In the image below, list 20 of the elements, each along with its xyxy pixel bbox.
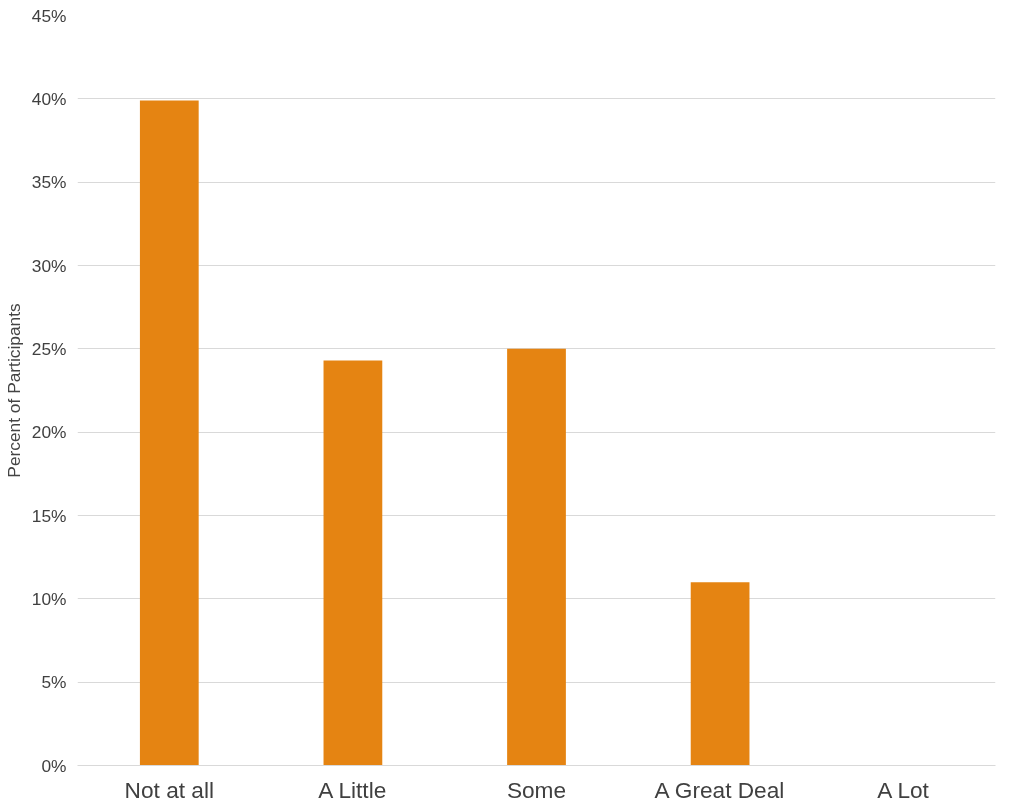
- y-tick-label: 5%: [41, 672, 67, 693]
- x-tick-label: Some: [506, 776, 567, 803]
- y-tick-label: 20%: [31, 422, 67, 443]
- y-tick-label: 10%: [31, 588, 67, 609]
- y-tick-label: 0%: [41, 755, 67, 776]
- bar: [690, 582, 750, 766]
- y-tick-label: 25%: [31, 338, 67, 359]
- y-tick-label: 35%: [31, 172, 67, 193]
- y-tick-label: 45%: [31, 5, 67, 26]
- y-tick-label: 30%: [31, 255, 67, 276]
- bar: [323, 360, 383, 766]
- x-tick-label: A Lot: [877, 776, 930, 803]
- y-tick-label: 40%: [31, 88, 67, 109]
- bar: [507, 348, 566, 766]
- y-axis-title: Percent of Participants: [3, 303, 24, 478]
- x-tick-label: Not at all: [124, 776, 215, 803]
- x-tick-label: A Great Deal: [654, 776, 785, 803]
- y-tick-label: 15%: [31, 505, 67, 526]
- bar: [139, 100, 199, 766]
- x-tick-label: A Little: [318, 776, 387, 803]
